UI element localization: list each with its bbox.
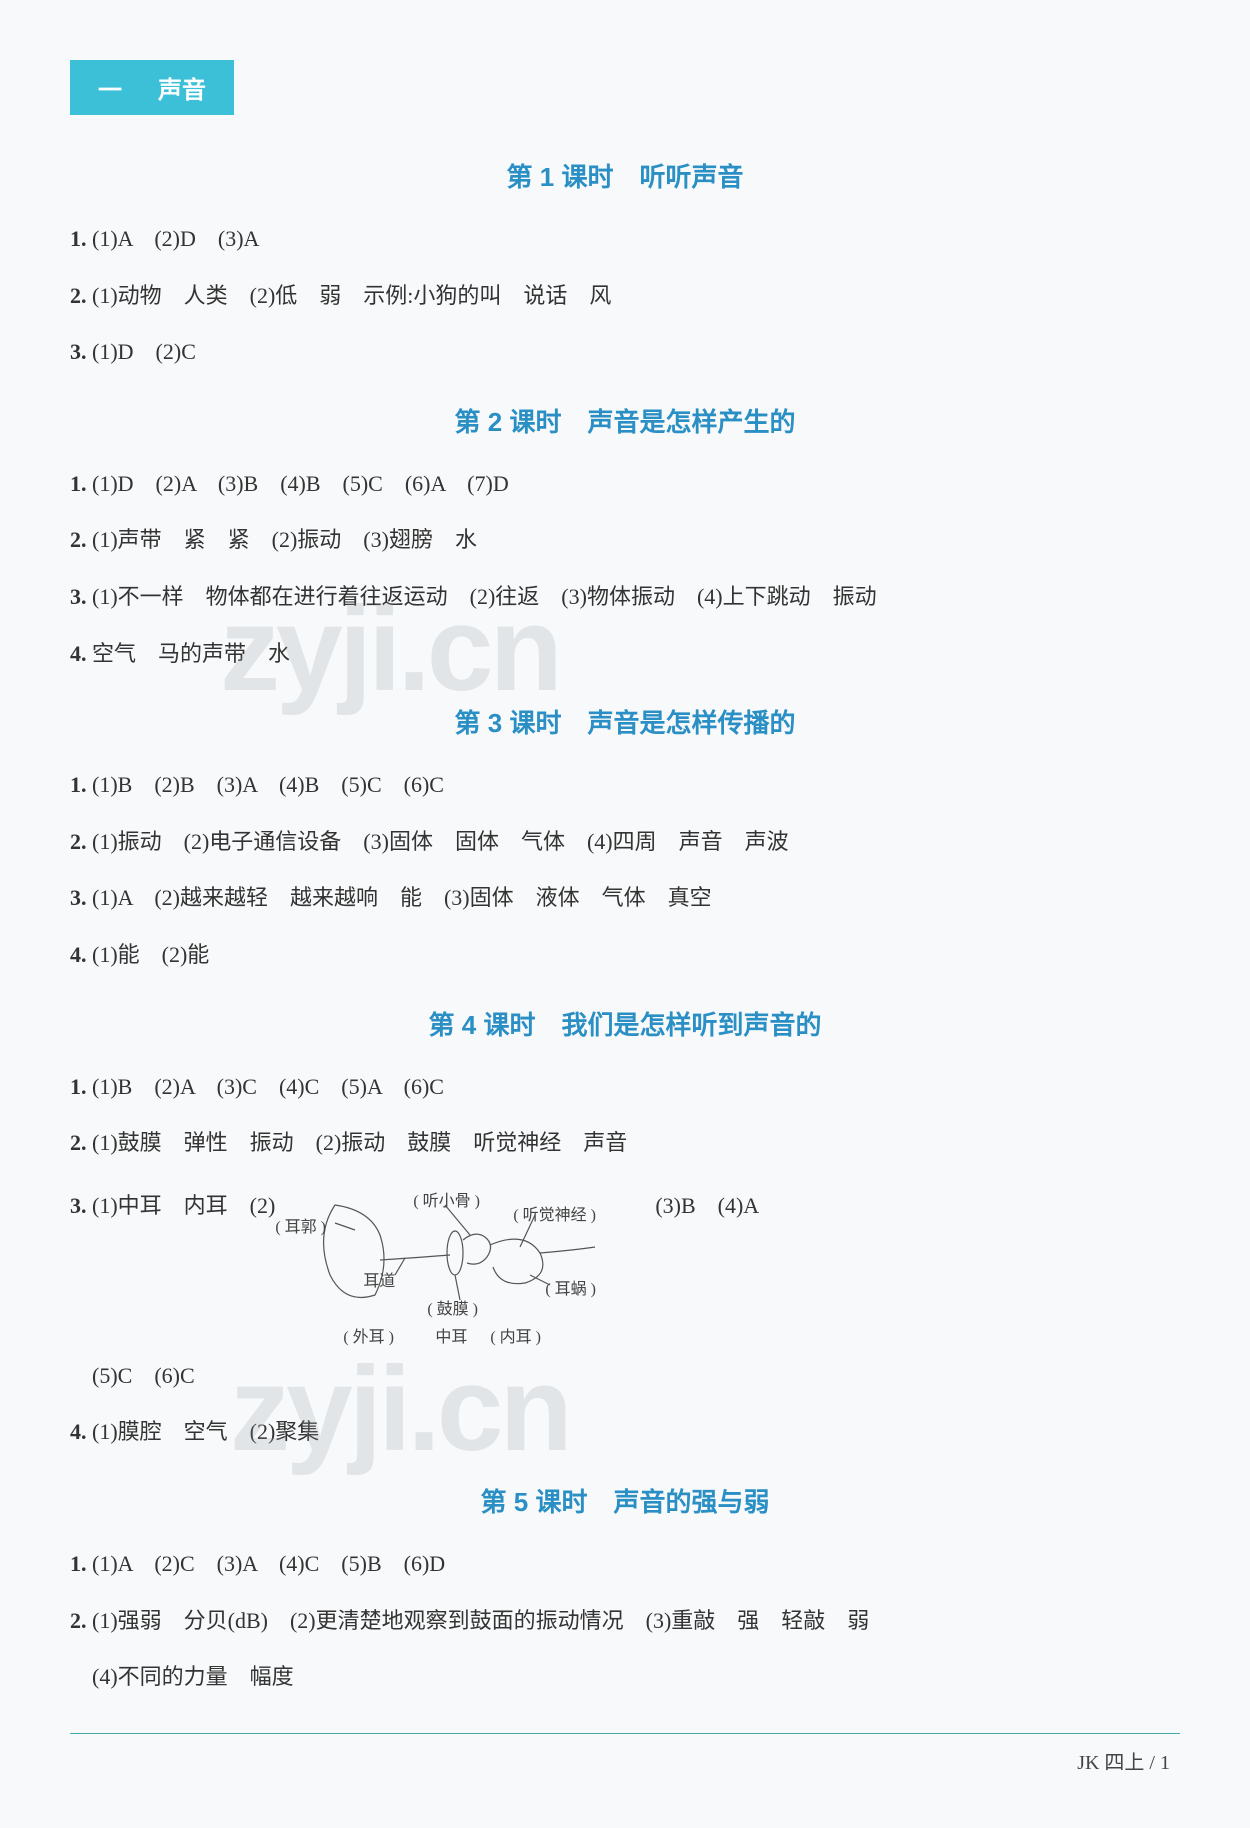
chapter-number: 一: [98, 78, 122, 104]
lesson-title: 第 3 课时 声音是怎样传播的: [70, 703, 1180, 740]
answer-line: 1. (1)A (2)D (3)A: [70, 214, 1180, 265]
question-number: 1.: [70, 1074, 92, 1099]
answer-line: 2. (1)鼓膜 弹性 振动 (2)振动 鼓膜 听觉神经 声音: [70, 1118, 1180, 1169]
question-number: 4.: [70, 942, 92, 967]
question-number: 4.: [70, 641, 92, 666]
answer-text: (1)B (2)B (3)A (4)B (5)C (6)C: [92, 772, 444, 797]
question-number: 1.: [70, 1551, 92, 1576]
answer-text: (1)不一样 物体都在进行着往返运动 (2)往返 (3)物体振动 (4)上下跳动…: [92, 584, 877, 609]
answer-text: (1)声带 紧 紧 (2)振动 (3)翅膀 水: [92, 527, 477, 552]
answer-text: (1)膜腔 空气 (2)聚集: [92, 1419, 319, 1444]
answer-text: (1)B (2)A (3)C (4)C (5)A (6)C: [92, 1074, 444, 1099]
label-auditory-nerve: ( 听觉神经 ): [513, 1201, 596, 1225]
answer-text-left: 3. (1)中耳 内耳 (2): [70, 1181, 275, 1232]
lesson-title: 第 2 课时 声音是怎样产生的: [70, 402, 1180, 439]
answer-text: (5)C (6)C: [70, 1363, 195, 1388]
answer-line: 3. (1)D (2)C: [70, 327, 1180, 378]
question-number: 1.: [70, 772, 92, 797]
answer-text: (1)动物 人类 (2)低 弱 示例:小狗的叫 说话 风: [92, 283, 611, 308]
label-middle-ear: 中耳: [435, 1323, 467, 1347]
question-number: 2.: [70, 1130, 92, 1155]
answer-text: (4)不同的力量 幅度: [70, 1664, 294, 1689]
label-eardrum: ( 鼓膜 ): [427, 1295, 478, 1319]
ear-diagram: ( 听小骨 ) ( 听觉神经 ) ( 耳郭 ) 耳道 ( 耳蜗 ) ( 鼓膜 )…: [295, 1175, 635, 1345]
answer-text: (1)D (2)C: [92, 339, 196, 364]
question-number: 3.: [70, 339, 92, 364]
answer-text: (1)A (2)越来越轻 越来越响 能 (3)固体 液体 气体 真空: [92, 885, 712, 910]
label-cochlea: ( 耳蜗 ): [545, 1275, 596, 1299]
question-number: 4.: [70, 1419, 92, 1444]
lesson-title: 第 4 课时 我们是怎样听到声音的: [70, 1005, 1180, 1042]
label-auricle: ( 耳郭 ): [275, 1213, 326, 1237]
question-number: 2.: [70, 1608, 92, 1633]
answer-text: (1)鼓膜 弹性 振动 (2)振动 鼓膜 听觉神经 声音: [92, 1130, 627, 1155]
answer-line: 1. (1)B (2)B (3)A (4)B (5)C (6)C: [70, 760, 1180, 811]
answer-text: (1)A (2)C (3)A (4)C (5)B (6)D: [92, 1551, 445, 1576]
question-number: 1.: [70, 471, 92, 496]
question-number: 1.: [70, 226, 92, 251]
answer-line: 1. (1)A (2)C (3)A (4)C (5)B (6)D: [70, 1539, 1180, 1590]
chapter-title: 声音: [158, 78, 206, 104]
label-outer-ear: ( 外耳 ): [343, 1323, 394, 1347]
answer-line: 4. (1)能 (2)能: [70, 930, 1180, 981]
chapter-tab: 一 声音: [70, 60, 234, 115]
question-number: 3.: [70, 584, 92, 609]
answer-text: (1)能 (2)能: [92, 942, 209, 967]
question-number: 2.: [70, 527, 92, 552]
answer-line: 1. (1)B (2)A (3)C (4)C (5)A (6)C: [70, 1062, 1180, 1113]
page-footer: JK 四上 / 1: [70, 1734, 1180, 1775]
label-ear-canal: 耳道: [363, 1267, 395, 1291]
answer-line: 2. (1)声带 紧 紧 (2)振动 (3)翅膀 水: [70, 515, 1180, 566]
answer-line: 3. (1)不一样 物体都在进行着往返运动 (2)往返 (3)物体振动 (4)上…: [70, 572, 1180, 623]
answer-line: 4. 空气 马的声带 水: [70, 629, 1180, 680]
answer-text: (1)振动 (2)电子通信设备 (3)固体 固体 气体 (4)四周 声音 声波: [92, 829, 789, 854]
answer-line: 3. (1)A (2)越来越轻 越来越响 能 (3)固体 液体 气体 真空: [70, 873, 1180, 924]
label-ossicle: ( 听小骨 ): [413, 1187, 480, 1211]
answer-text: 空气 马的声带 水: [92, 641, 290, 666]
answer-text: (1)强弱 分贝(dB) (2)更清楚地观察到鼓面的振动情况 (3)重敲 强 轻…: [92, 1608, 869, 1633]
lesson-title: 第 5 课时 声音的强与弱: [70, 1482, 1180, 1519]
answer-line: 2. (1)振动 (2)电子通信设备 (3)固体 固体 气体 (4)四周 声音 …: [70, 817, 1180, 868]
answer-line: 1. (1)D (2)A (3)B (4)B (5)C (6)A (7)D: [70, 459, 1180, 510]
diagram-row: 3. (1)中耳 内耳 (2) ( 听小骨 ): [70, 1175, 1180, 1345]
answer-text-right: (3)B (4)A: [655, 1181, 759, 1232]
question-number: 2.: [70, 829, 92, 854]
label-inner-ear: ( 内耳 ): [490, 1323, 541, 1347]
answer-line: (5)C (6)C: [70, 1351, 1180, 1402]
answer-line: 2. (1)强弱 分贝(dB) (2)更清楚地观察到鼓面的振动情况 (3)重敲 …: [70, 1596, 1180, 1647]
answer-line: 4. (1)膜腔 空气 (2)聚集: [70, 1407, 1180, 1458]
question-number: 3.: [70, 885, 92, 910]
answer-text: (1)A (2)D (3)A: [92, 226, 259, 251]
answer-line: (4)不同的力量 幅度: [70, 1652, 1180, 1703]
answer-line: 2. (1)动物 人类 (2)低 弱 示例:小狗的叫 说话 风: [70, 271, 1180, 322]
lesson-title: 第 1 课时 听听声音: [70, 157, 1180, 194]
answer-text: (1)D (2)A (3)B (4)B (5)C (6)A (7)D: [92, 471, 509, 496]
question-number: 2.: [70, 283, 92, 308]
